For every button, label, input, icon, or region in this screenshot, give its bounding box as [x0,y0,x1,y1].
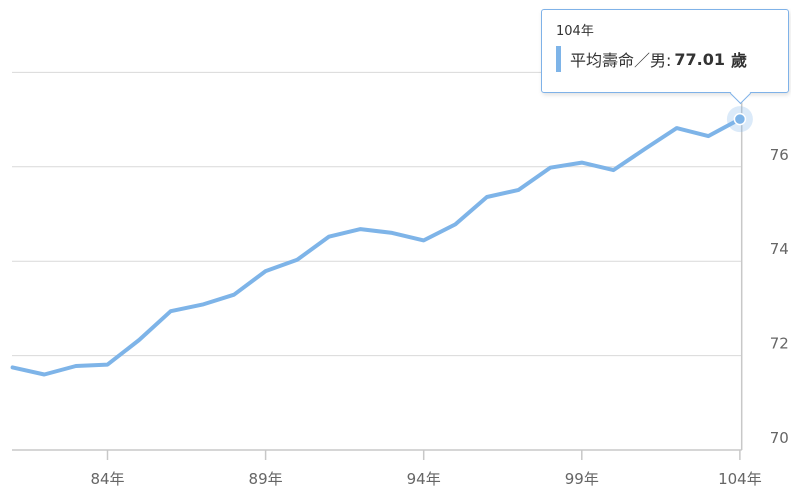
tooltip-row: 平均壽命／男: 77.01 歲 [556,46,776,72]
y-tick-label: 76 [770,146,789,164]
x-tick-label: 104年 [718,470,762,488]
y-tick-label: 72 [770,335,789,353]
axes [12,36,743,460]
tooltip-series-label: 平均壽命／男: [570,51,672,70]
series-color-swatch [556,46,561,72]
x-tick-label: 94年 [407,470,441,488]
tooltip-value: 77.01 [674,49,726,69]
tooltip-unit: 歲 [731,51,748,70]
x-tick-label: 84年 [90,470,124,488]
x-tick-label: 89年 [249,470,283,488]
tooltip-header: 104年 [556,24,594,39]
tick-labels: 84年 89年 94年 99年 104年 70 72 74 76 [90,146,788,488]
data-point-marker[interactable] [733,112,747,126]
data-tooltip: 104年 平均壽命／男: 77.01 歲 [541,9,789,105]
hover-marker-layer [726,106,753,133]
gridlines [12,71,742,357]
y-tick-label: 74 [770,240,789,258]
series-layer [10,117,742,377]
x-tick-label: 99年 [565,470,599,488]
y-tick-label: 70 [770,429,789,447]
series-line-male-life-expectancy [10,117,742,377]
